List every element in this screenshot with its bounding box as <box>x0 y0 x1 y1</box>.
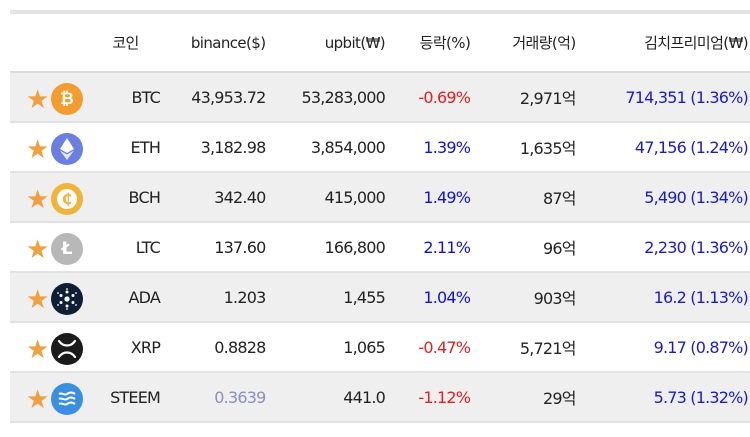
binance-price: 0.3639 <box>162 372 268 423</box>
trade-volume: 1,635억 <box>471 122 577 173</box>
bitcoin-icon: ₿ <box>50 83 83 115</box>
cardano-icon <box>50 283 83 315</box>
table-row[interactable]: ★ Ł LTC 137.60 166,800 2.11% 96억 2,230 (… <box>10 222 750 273</box>
coin-symbol: BCH <box>91 172 163 223</box>
upbit-price: 1,455 <box>267 272 387 323</box>
favorite-star-icon[interactable]: ★ <box>26 385 49 415</box>
favorite-star-icon[interactable]: ★ <box>26 185 49 215</box>
binance-price: 342.40 <box>162 172 268 223</box>
favorite-star-icon[interactable]: ★ <box>26 335 49 365</box>
kimchi-premium[interactable]: 9.17 (0.87%) <box>576 322 750 373</box>
change-rate: 1.04% <box>386 272 472 323</box>
upbit-price: 415,000 <box>267 172 387 223</box>
change-column-header[interactable]: 등락(%) <box>386 14 472 73</box>
trade-volume: 87억 <box>471 172 577 223</box>
coin-symbol: ADA <box>91 272 163 323</box>
trade-volume: 2,971억 <box>471 72 577 123</box>
change-rate: 1.49% <box>386 172 472 223</box>
upbit-price: 166,800 <box>267 222 387 273</box>
trade-volume: 96억 <box>471 222 577 273</box>
ethereum-icon <box>50 133 83 165</box>
coin-symbol: LTC <box>91 222 163 273</box>
table-row[interactable]: ★ STEEM 0.3639 441.0 -1.12% 29억 5.73 (1.… <box>10 372 750 423</box>
change-rate: -0.47% <box>386 322 472 373</box>
kimchi-premium[interactable]: 16.2 (1.13%) <box>576 272 750 323</box>
change-rate: 1.39% <box>386 122 472 173</box>
kimchi-premium[interactable]: 47,156 (1.24%) <box>576 122 750 173</box>
change-rate: -1.12% <box>386 372 472 423</box>
change-rate: -0.69% <box>386 72 472 123</box>
table-row[interactable]: ★ XRP 0.8828 1,065 -0.47% 5,721억 9.17 (0… <box>10 322 750 373</box>
upbit-price: 1,065 <box>267 322 387 373</box>
coin-symbol: BTC <box>91 72 163 123</box>
coin-symbol: ETH <box>91 122 163 173</box>
coin-price-table-container: 코인 binance($) upbit(₩) 등락(%) 거래량(억) 김치프리… <box>10 10 750 423</box>
coin-symbol: STEEM <box>91 372 163 423</box>
binance-price: 137.60 <box>162 222 268 273</box>
kimchi-premium[interactable]: 2,230 (1.36%) <box>576 222 750 273</box>
favorite-star-icon[interactable]: ★ <box>26 85 49 115</box>
favorite-star-icon[interactable]: ★ <box>26 235 49 265</box>
kimchi-premium[interactable]: 714,351 (1.36%) <box>576 72 750 123</box>
favorite-star-icon[interactable]: ★ <box>26 135 49 165</box>
table-row[interactable]: ★ ₿ BTC 43,953.72 53,283,000 -0.69% 2,97… <box>10 72 750 123</box>
bitcoin-cash-icon: ₵ <box>50 183 83 215</box>
table-row[interactable]: ★ ADA 1.203 <box>10 272 750 323</box>
kimchi-premium[interactable]: 5,490 (1.34%) <box>576 172 750 223</box>
binance-price: 1.203 <box>162 272 268 323</box>
favorite-star-icon[interactable]: ★ <box>26 285 49 315</box>
trade-volume: 5,721억 <box>471 322 577 373</box>
coin-column-header[interactable]: 코인 <box>91 14 163 73</box>
kimchi-premium[interactable]: 5.73 (1.32%) <box>576 372 750 423</box>
trade-volume: 29억 <box>471 372 577 423</box>
upbit-price: 441.0 <box>267 372 387 423</box>
change-rate: 2.11% <box>386 222 472 273</box>
upbit-column-header[interactable]: upbit(₩) <box>267 14 387 73</box>
binance-price: 0.8828 <box>162 322 268 373</box>
upbit-price: 3,854,000 <box>267 122 387 173</box>
coin-price-table: 코인 binance($) upbit(₩) 등락(%) 거래량(억) 김치프리… <box>10 14 750 423</box>
table-header-row: 코인 binance($) upbit(₩) 등락(%) 거래량(억) 김치프리… <box>10 14 750 73</box>
kimchi-premium-column-header[interactable]: 김치프리미엄(₩) <box>576 14 750 73</box>
binance-column-header[interactable]: binance($) <box>162 14 268 73</box>
favorite-column-header <box>10 14 51 73</box>
logo-column-header <box>50 14 92 73</box>
binance-price: 43,953.72 <box>162 72 268 123</box>
binance-price: 3,182.98 <box>162 122 268 173</box>
upbit-price: 53,283,000 <box>267 72 387 123</box>
table-row[interactable]: ★ ₵ BCH 342.40 415,000 1.49% 87억 5,490 (… <box>10 172 750 223</box>
trade-volume: 903억 <box>471 272 577 323</box>
volume-column-header[interactable]: 거래량(억) <box>471 14 577 73</box>
ripple-icon <box>50 333 83 365</box>
table-top-border <box>10 10 750 14</box>
steem-icon <box>50 383 83 415</box>
coin-symbol: XRP <box>91 322 163 373</box>
litecoin-icon: Ł <box>50 233 83 265</box>
table-row[interactable]: ★ ETH 3,182.98 3,854,000 1.39% 1,635억 47… <box>10 122 750 173</box>
